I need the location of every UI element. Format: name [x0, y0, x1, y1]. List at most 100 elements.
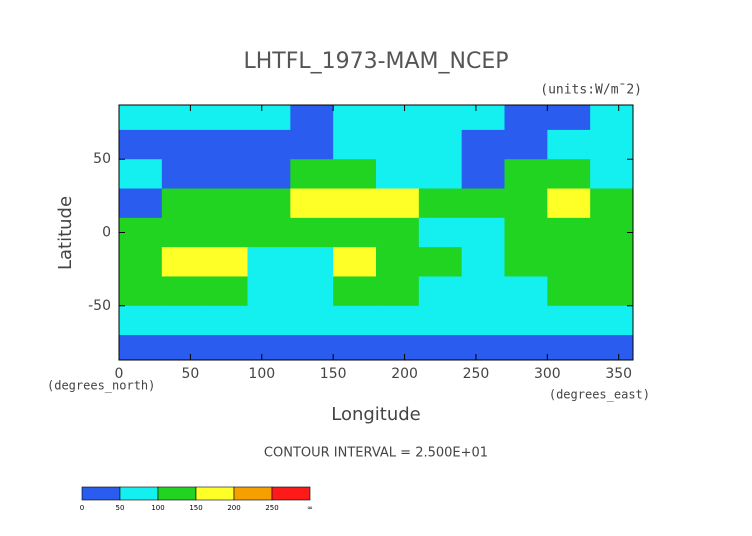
x-units: (degrees_east) [549, 388, 650, 402]
y-units: (degrees_north) [47, 379, 155, 393]
cell [461, 159, 505, 190]
colorbar-box [195, 486, 235, 501]
cell [590, 335, 633, 360]
colorbar-label: 0 [80, 504, 84, 512]
cell [333, 129, 377, 160]
cell [247, 276, 291, 307]
cell [161, 129, 206, 160]
x-tick-label: 350 [605, 366, 632, 382]
cell [333, 105, 377, 131]
cell [290, 335, 334, 360]
cell [418, 247, 463, 277]
cell [119, 305, 163, 336]
chart-title: LHTFL_1973-MAM_NCEP [243, 49, 508, 74]
cell [504, 335, 548, 360]
colorbar-box [271, 486, 311, 501]
cell [547, 305, 591, 336]
cell [247, 335, 291, 360]
cell [418, 129, 463, 160]
cell [461, 335, 505, 360]
cell [119, 188, 163, 219]
cell [547, 129, 591, 160]
x-tick-label: 100 [248, 366, 275, 382]
cell [376, 129, 420, 160]
cell [247, 129, 291, 160]
cell [461, 247, 505, 277]
cell [247, 247, 291, 277]
cell [418, 188, 463, 219]
cell [161, 159, 206, 190]
cell [590, 247, 633, 277]
colorbar-label: 100 [151, 504, 164, 512]
colorbar-box [233, 486, 273, 501]
cell [161, 105, 206, 131]
cell [461, 129, 505, 160]
cell [119, 276, 163, 307]
cell [204, 247, 248, 277]
cell [461, 217, 505, 248]
cell [461, 105, 505, 131]
cell [590, 159, 633, 190]
cell [204, 129, 248, 160]
cell [119, 105, 163, 131]
cell [376, 247, 420, 277]
cell [333, 335, 377, 360]
cell [204, 188, 248, 219]
cell [418, 159, 463, 190]
cell [504, 247, 548, 277]
y-tick-label: 0 [102, 225, 111, 241]
cell [290, 276, 334, 307]
cell [333, 276, 377, 307]
cell [504, 188, 548, 219]
cell [333, 247, 377, 277]
cell [376, 335, 420, 360]
cell [376, 217, 420, 248]
cell [119, 159, 163, 190]
cell [204, 159, 248, 190]
colorbar-label: 150 [189, 504, 202, 512]
map-field [119, 105, 633, 360]
cell [290, 305, 334, 336]
cell [161, 305, 206, 336]
cell [247, 105, 291, 131]
cell [547, 247, 591, 277]
cell [376, 159, 420, 190]
cell [418, 105, 463, 131]
cell [333, 159, 377, 190]
cell [247, 188, 291, 219]
cell [290, 105, 334, 131]
cell [376, 105, 420, 131]
cell [590, 188, 633, 219]
cell [204, 276, 248, 307]
cell [333, 188, 377, 219]
y-tick-label: 50 [93, 151, 111, 167]
x-tick-label: 200 [391, 366, 418, 382]
cell [418, 335, 463, 360]
cell [418, 217, 463, 248]
cell [204, 305, 248, 336]
cell [547, 105, 591, 131]
cell [290, 129, 334, 160]
cell [290, 247, 334, 277]
cell [119, 335, 163, 360]
colorbar-label: 250 [265, 504, 278, 512]
cell [161, 276, 206, 307]
cell [204, 335, 248, 360]
cell [504, 305, 548, 336]
cell [461, 188, 505, 219]
x-tick-label: 300 [534, 366, 561, 382]
colorbar-box [157, 486, 197, 501]
colorbar-box [119, 486, 159, 501]
cell [418, 305, 463, 336]
cell [204, 105, 248, 131]
cell [119, 129, 163, 160]
y-axis-label: Latitude [55, 196, 76, 270]
cell [547, 335, 591, 360]
cell [119, 247, 163, 277]
cell [247, 305, 291, 336]
cell [504, 105, 548, 131]
colorbar-box [81, 486, 121, 501]
cell [161, 335, 206, 360]
cell [461, 276, 505, 307]
